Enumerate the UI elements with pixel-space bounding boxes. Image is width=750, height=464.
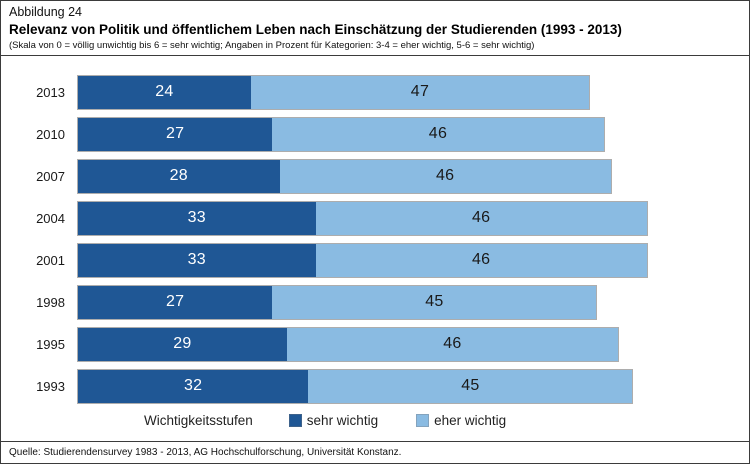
bar-row: 2007 28 46 xyxy=(1,158,749,194)
bar-segment-eher-wichtig: 45 xyxy=(272,285,597,319)
legend-item-eher-wichtig: eher wichtig xyxy=(416,413,506,428)
bar-row: 1993 32 45 xyxy=(1,368,749,404)
bar-segment-sehr-wichtig: 28 xyxy=(78,159,280,193)
bar-segment-sehr-wichtig: 32 xyxy=(78,369,309,403)
year-label: 2004 xyxy=(36,210,65,226)
bar-segment-eher-wichtig: 46 xyxy=(279,159,611,193)
figure-footer: Quelle: Studierendensurvey 1983 - 2013, … xyxy=(1,441,749,463)
year-label: 1995 xyxy=(36,336,65,352)
legend-item-sehr-wichtig: sehr wichtig xyxy=(288,412,379,428)
bar-segment-sehr-wichtig: 27 xyxy=(78,285,273,319)
legend-swatch-eher-wichtig xyxy=(416,413,430,427)
stacked-bar: 28 46 xyxy=(77,158,612,194)
figure-label: Abbildung 24 xyxy=(9,5,82,19)
bar-segment-eher-wichtig: 46 xyxy=(272,117,604,151)
bar-segment-eher-wichtig: 45 xyxy=(308,369,633,403)
stacked-bar: 33 46 xyxy=(77,242,648,278)
stacked-bar: 24 47 xyxy=(77,74,591,110)
bar-row: 2013 24 47 xyxy=(1,74,749,110)
bar-segment-eher-wichtig: 46 xyxy=(315,243,647,277)
bar-row: 2010 27 46 xyxy=(1,116,749,152)
stacked-bar: 27 45 xyxy=(77,284,598,320)
year-label: 2007 xyxy=(36,168,65,184)
bar-segment-eher-wichtig: 47 xyxy=(250,75,590,109)
year-label: 2001 xyxy=(36,252,65,268)
figure-header: Abbildung 24 Relevanz von Politik und öf… xyxy=(1,1,749,56)
legend-label-eher-wichtig: eher wichtig xyxy=(434,412,507,428)
figure-subtitle: (Skala von 0 = völlig unwichtig bis 6 = … xyxy=(9,39,535,51)
bar-segment-sehr-wichtig: 29 xyxy=(78,327,287,361)
bar-segment-sehr-wichtig: 27 xyxy=(78,117,273,151)
source-text: Quelle: Studierendensurvey 1983 - 2013, … xyxy=(9,447,402,458)
year-label: 2010 xyxy=(36,126,65,142)
legend-label-sehr-wichtig: sehr wichtig xyxy=(306,412,379,428)
stacked-bar: 33 46 xyxy=(77,200,648,236)
year-label: 2013 xyxy=(36,84,65,100)
chart-legend: Wichtigkeitsstufen sehr wichtig eher wic… xyxy=(144,413,749,428)
bar-row: 1998 27 45 xyxy=(1,284,749,320)
bar-segment-sehr-wichtig: 24 xyxy=(78,75,251,109)
chart-area: 2013 24 47 2010 27 46 2007 28 46 2004 33… xyxy=(1,56,749,441)
stacked-bar: 29 46 xyxy=(77,326,619,362)
year-label: 1993 xyxy=(36,378,65,394)
bar-segment-sehr-wichtig: 33 xyxy=(78,243,316,277)
stacked-bar: 32 45 xyxy=(77,368,634,404)
bar-row: 1995 29 46 xyxy=(1,326,749,362)
bar-row: 2004 33 46 xyxy=(1,200,749,236)
bar-segment-sehr-wichtig: 33 xyxy=(78,201,316,235)
bar-row: 2001 33 46 xyxy=(1,242,749,278)
stacked-bar: 27 46 xyxy=(77,116,605,152)
legend-swatch-sehr-wichtig xyxy=(288,413,302,427)
bar-segment-eher-wichtig: 46 xyxy=(286,327,618,361)
bar-segment-eher-wichtig: 46 xyxy=(315,201,647,235)
figure-title: Relevanz von Politik und öffentlichem Le… xyxy=(9,21,622,37)
year-label: 1998 xyxy=(36,294,65,310)
chart-rows: 2013 24 47 2010 27 46 2007 28 46 2004 33… xyxy=(1,74,749,404)
legend-title: Wichtigkeitsstufen xyxy=(144,412,253,428)
